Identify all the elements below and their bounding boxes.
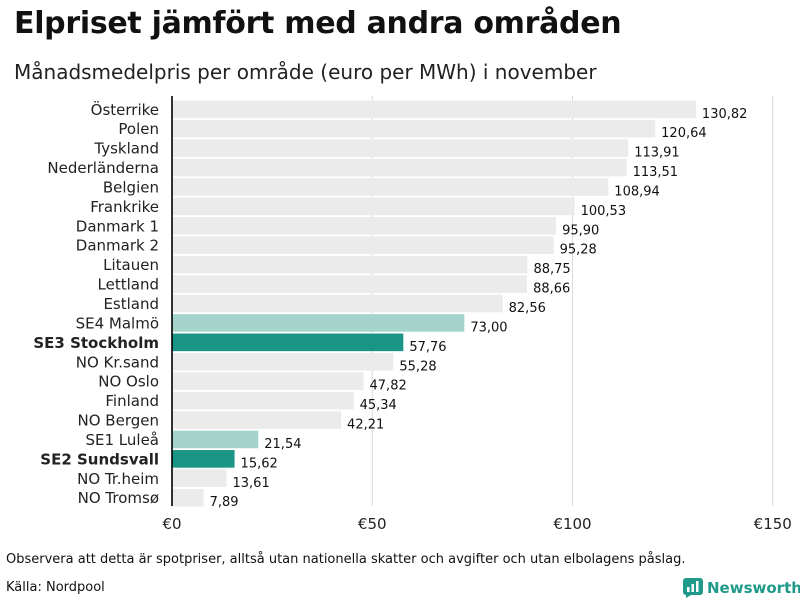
value-label: 55,28 bbox=[399, 359, 436, 374]
brand-logo: Newsworthy bbox=[683, 578, 800, 598]
newsworthy-logo-icon bbox=[683, 578, 703, 598]
x-tick-label: €150 bbox=[754, 515, 792, 533]
value-label: 108,94 bbox=[614, 184, 660, 199]
category-label: Tyskland bbox=[93, 140, 159, 158]
bar bbox=[172, 294, 503, 313]
category-label: Belgien bbox=[103, 178, 159, 196]
value-label: 88,75 bbox=[533, 262, 570, 277]
bar bbox=[172, 119, 656, 138]
value-label: 73,00 bbox=[470, 320, 507, 335]
x-tick-label: €50 bbox=[358, 515, 387, 533]
category-label: Finland bbox=[105, 392, 159, 410]
chart-subtitle: Månadsmedelpris per område (euro per MWh… bbox=[14, 60, 597, 84]
source-label: Källa: Nordpool bbox=[6, 580, 105, 595]
bar bbox=[172, 411, 342, 429]
bar bbox=[172, 197, 575, 216]
value-label: 130,82 bbox=[702, 107, 748, 122]
bar bbox=[172, 391, 354, 410]
value-label: 47,82 bbox=[370, 379, 407, 394]
bar bbox=[172, 488, 204, 507]
category-label: Frankrike bbox=[90, 198, 159, 216]
bar bbox=[172, 314, 465, 332]
chart-title: Elpriset jämfört med andra områden bbox=[14, 6, 622, 41]
value-label: 120,64 bbox=[661, 126, 707, 141]
brand-name: Newsworthy bbox=[707, 579, 800, 597]
bar bbox=[172, 469, 227, 488]
category-label: Lettland bbox=[98, 276, 159, 294]
footnote: Observera att detta är spotpriser, allts… bbox=[6, 552, 686, 567]
value-label: 13,61 bbox=[233, 476, 270, 491]
value-label: 42,21 bbox=[347, 418, 384, 433]
bar bbox=[172, 178, 609, 196]
bar bbox=[172, 372, 364, 390]
bar bbox=[172, 100, 696, 119]
value-label: 113,51 bbox=[633, 165, 679, 180]
category-label: NO Kr.sand bbox=[76, 353, 159, 371]
bar bbox=[172, 158, 627, 177]
value-label: 113,91 bbox=[634, 146, 680, 161]
bar bbox=[172, 430, 259, 449]
value-label: 7,89 bbox=[210, 495, 239, 510]
x-tick-label: €0 bbox=[162, 515, 181, 533]
value-label: 88,66 bbox=[533, 282, 570, 297]
bar bbox=[172, 352, 394, 371]
bar bbox=[172, 236, 554, 255]
category-label: Estland bbox=[103, 295, 159, 313]
category-label: SE1 Luleå bbox=[86, 431, 160, 449]
category-label: SE3 Stockholm bbox=[33, 334, 159, 352]
bar bbox=[172, 450, 235, 468]
value-label: 95,28 bbox=[560, 243, 597, 258]
category-label: SE2 Sundsvall bbox=[40, 450, 159, 468]
bar bbox=[172, 217, 557, 235]
bar bbox=[172, 139, 629, 157]
value-label: 82,56 bbox=[509, 301, 546, 316]
category-label: NO Tromsø bbox=[78, 489, 159, 507]
category-label: SE4 Malmö bbox=[76, 314, 159, 332]
category-label: Polen bbox=[118, 120, 159, 138]
category-label: Litauen bbox=[103, 256, 159, 274]
category-label: Nederländerna bbox=[47, 159, 159, 177]
category-label: Österrike bbox=[91, 100, 159, 119]
value-label: 45,34 bbox=[360, 398, 397, 413]
bar bbox=[172, 275, 528, 293]
category-label: NO Bergen bbox=[78, 412, 159, 430]
value-label: 21,54 bbox=[264, 437, 301, 452]
value-label: 100,53 bbox=[581, 204, 627, 219]
category-label: NO Oslo bbox=[98, 373, 159, 391]
value-label: 15,62 bbox=[241, 456, 278, 471]
category-label: NO Tr.heim bbox=[77, 470, 159, 488]
value-label: 57,76 bbox=[409, 340, 446, 355]
category-label: Danmark 1 bbox=[76, 217, 159, 235]
category-label: Danmark 2 bbox=[76, 237, 159, 255]
bar-chart: Österrike 130,82 Polen 120,64 Tyskland 113,91… bbox=[33, 96, 792, 533]
value-label: 95,90 bbox=[562, 223, 599, 238]
bar bbox=[172, 333, 404, 352]
bar bbox=[172, 255, 528, 274]
x-tick-label: €100 bbox=[553, 515, 591, 533]
